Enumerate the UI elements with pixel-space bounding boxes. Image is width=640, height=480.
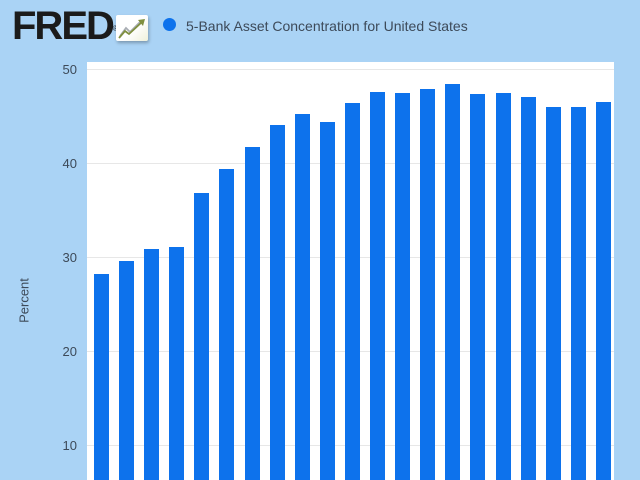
plot-area [87,62,614,480]
gridline-50 [87,69,614,70]
bar-2015[interactable] [570,107,586,480]
bar-2000[interactable] [194,192,210,480]
y-tick-10: 10 [62,437,77,453]
fred-logo-text: FRED [12,4,115,48]
bar-2001[interactable] [219,169,235,480]
bar-1999[interactable] [169,247,185,480]
bar-2005[interactable] [319,122,335,480]
bar-2004[interactable] [294,113,310,480]
y-tick-30: 30 [62,249,77,265]
bar-2016[interactable] [595,102,611,480]
fred-logo-chart-icon [116,15,148,41]
y-tick-50: 50 [62,61,77,77]
bar-1998[interactable] [144,249,160,480]
series-title: 5-Bank Asset Concentration for United St… [186,18,468,34]
y-tick-20: 20 [62,343,77,359]
bar-2003[interactable] [269,124,285,480]
bar-2006[interactable] [344,103,360,480]
bar-1996[interactable] [94,274,109,480]
bar-2010[interactable] [445,83,461,480]
bar-2011[interactable] [470,93,486,480]
bar-2013[interactable] [520,96,536,480]
header: FRED® 5-Bank Asset Concentration for Uni… [0,0,640,56]
bar-1997[interactable] [119,261,135,480]
y-tick-40: 40 [62,155,77,171]
bar-2009[interactable] [420,89,436,480]
bar-2007[interactable] [370,92,386,480]
series-legend-dot-icon [163,18,176,31]
bar-2008[interactable] [395,93,411,480]
bar-2012[interactable] [495,93,511,480]
fred-logo[interactable]: FRED® [12,6,119,46]
bar-2002[interactable] [244,146,260,480]
registered-trademark-icon: ® [113,24,119,33]
bar-2014[interactable] [545,107,561,480]
